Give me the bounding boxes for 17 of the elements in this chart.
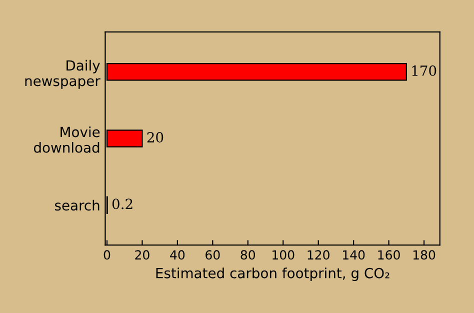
y-tick-label: Movie download [34, 126, 100, 153]
x-tick-label: 40 [170, 250, 185, 260]
x-tick-label: 140 [343, 250, 365, 260]
data-label: 170 [412, 65, 436, 76]
x-tick-label: 160 [378, 250, 400, 260]
x-tick-label: 180 [413, 250, 436, 260]
x-tick-label: 120 [308, 250, 330, 260]
x-tick-label: 100 [272, 250, 294, 260]
x-tick-label: 20 [135, 250, 150, 260]
x-tick-label: 60 [206, 250, 220, 260]
y-tick-label: search [54, 200, 100, 211]
data-label: 0.2 [112, 198, 132, 210]
data-label: 20 [147, 132, 164, 143]
x-axis-title: Estimated carbon footprint, g CO₂ [156, 268, 390, 282]
x-tick-label: 0 [104, 250, 110, 260]
y-tick-label: Daily newspaper [25, 60, 100, 89]
x-tick-label: 80 [240, 250, 256, 260]
